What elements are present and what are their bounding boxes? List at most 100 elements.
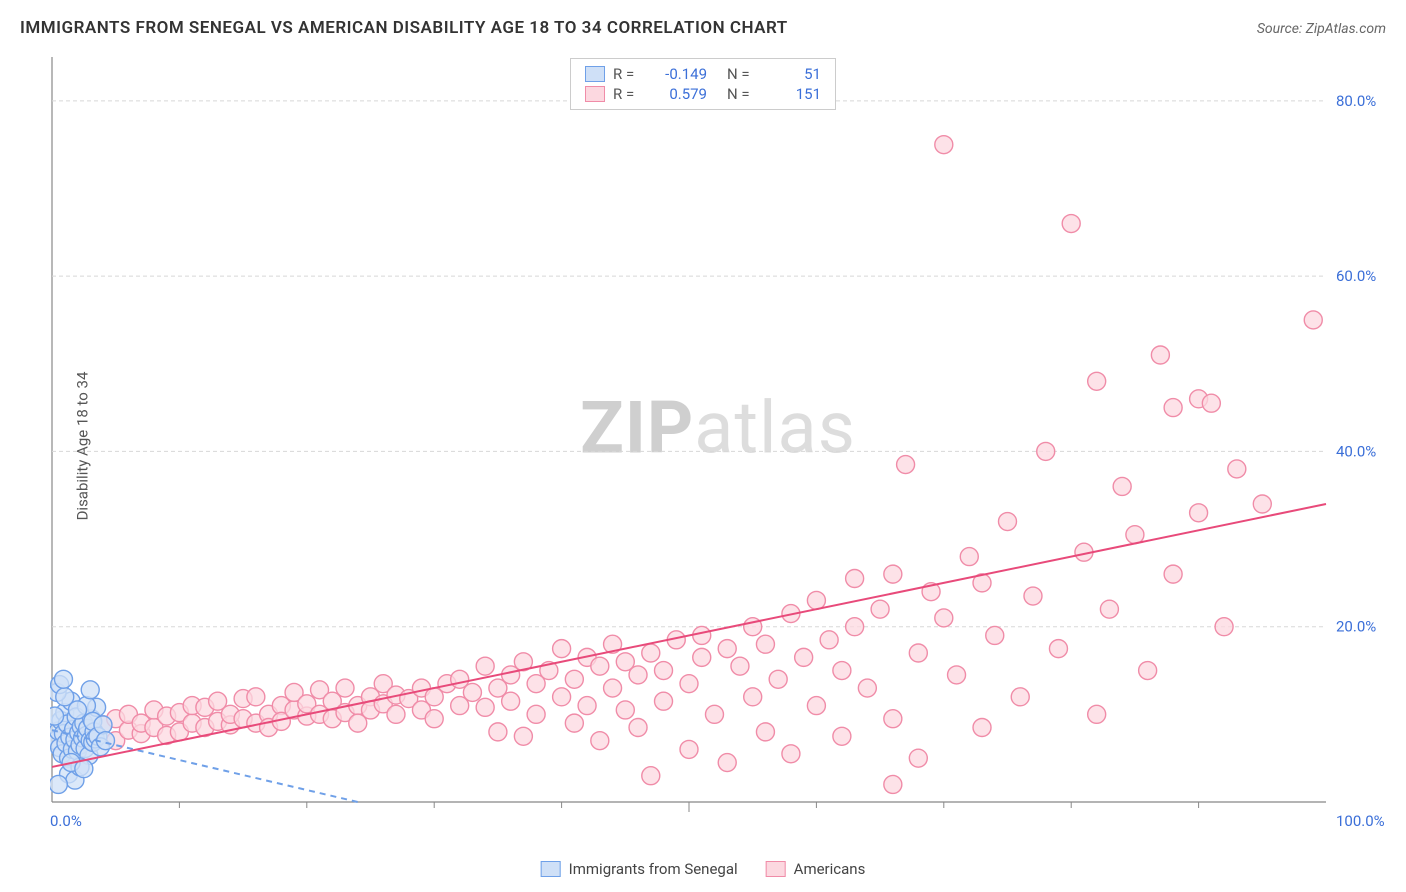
- stat-n-value: 151: [765, 85, 821, 103]
- data-point: [1024, 587, 1042, 605]
- data-point: [846, 570, 864, 588]
- data-point: [1126, 526, 1144, 544]
- swatch-icon: [585, 66, 605, 82]
- data-point: [604, 679, 622, 697]
- data-point: [527, 705, 545, 723]
- data-point: [1215, 618, 1233, 636]
- scatter-plot: 20.0%40.0%60.0%80.0%0.0%100.0%: [50, 55, 1386, 832]
- data-point: [336, 679, 354, 697]
- data-point: [1088, 372, 1106, 390]
- data-point: [680, 675, 698, 693]
- data-point: [1100, 600, 1118, 618]
- data-point: [642, 644, 660, 662]
- stats-row-americans: R = 0.579 N = 151: [585, 85, 821, 103]
- origin-label: 0.0%: [50, 812, 82, 830]
- legend-item-senegal: Immigrants from Senegal: [541, 860, 738, 878]
- data-point: [1164, 565, 1182, 583]
- data-point: [655, 692, 673, 710]
- data-point: [986, 626, 1004, 644]
- swatch-icon: [541, 861, 561, 877]
- ytick-label: 60.0%: [1336, 267, 1376, 285]
- data-point: [1011, 688, 1029, 706]
- data-point: [565, 670, 583, 688]
- data-point: [1202, 394, 1220, 412]
- data-point: [833, 662, 851, 680]
- ytick-label: 20.0%: [1336, 618, 1376, 636]
- data-point: [973, 719, 991, 737]
- data-point: [514, 727, 532, 745]
- stats-row-senegal: R =-0.149N =51: [585, 65, 821, 83]
- chart-title: IMMIGRANTS FROM SENEGAL VS AMERICAN DISA…: [20, 18, 788, 38]
- data-point: [81, 681, 99, 699]
- data-point: [807, 591, 825, 609]
- data-point: [731, 657, 749, 675]
- data-point: [884, 565, 902, 583]
- data-point: [1088, 705, 1106, 723]
- data-point: [387, 705, 405, 723]
- data-point: [1190, 504, 1208, 522]
- data-point: [718, 754, 736, 772]
- data-point: [909, 749, 927, 767]
- data-point: [591, 657, 609, 675]
- data-point: [1304, 311, 1322, 329]
- data-point: [578, 697, 596, 715]
- swatch-icon: [766, 861, 786, 877]
- data-point: [795, 648, 813, 666]
- data-point: [476, 698, 494, 716]
- data-point: [247, 688, 265, 706]
- data-point: [744, 688, 762, 706]
- data-point: [565, 714, 583, 732]
- data-point: [807, 697, 825, 715]
- data-point: [756, 635, 774, 653]
- stat-r-value: -0.149: [651, 65, 707, 83]
- data-point: [629, 719, 647, 737]
- stat-n-label: N =: [727, 85, 757, 103]
- data-point: [476, 657, 494, 675]
- data-point: [68, 701, 86, 719]
- data-point: [680, 740, 698, 758]
- data-point: [705, 705, 723, 723]
- data-point: [1151, 346, 1169, 364]
- data-point: [999, 513, 1017, 531]
- data-point: [782, 745, 800, 763]
- data-point: [50, 707, 64, 725]
- plot-area: ZIPatlas 20.0%40.0%60.0%80.0%0.0%100.0%: [50, 55, 1386, 832]
- legend-label: Americans: [794, 860, 866, 878]
- data-point: [693, 626, 711, 644]
- data-point: [54, 670, 72, 688]
- data-point: [629, 666, 647, 684]
- trend-line-americans: [52, 504, 1326, 767]
- data-point: [1062, 215, 1080, 233]
- data-point: [693, 648, 711, 666]
- data-point: [897, 456, 915, 474]
- data-point: [769, 670, 787, 688]
- data-point: [858, 679, 876, 697]
- data-point: [935, 136, 953, 154]
- data-point: [884, 710, 902, 728]
- data-point: [655, 662, 673, 680]
- data-point: [1037, 442, 1055, 460]
- xmax-label: 100.0%: [1336, 812, 1385, 830]
- data-point: [884, 775, 902, 793]
- series-legend: Immigrants from Senegal Americans: [541, 860, 866, 878]
- stat-r-label: R =: [613, 85, 643, 103]
- data-point: [489, 723, 507, 741]
- data-point: [718, 640, 736, 658]
- stat-n-label: N =: [727, 65, 757, 83]
- data-point: [553, 640, 571, 658]
- data-point: [833, 727, 851, 745]
- trend-line-senegal: [52, 730, 358, 802]
- data-point: [756, 723, 774, 741]
- data-point: [502, 692, 520, 710]
- data-point: [960, 548, 978, 566]
- legend-item-americans: Americans: [766, 860, 866, 878]
- swatch-icon: [585, 86, 605, 102]
- source-label: Source: ZipAtlas.com: [1257, 21, 1386, 37]
- stat-r-label: R =: [613, 65, 643, 83]
- data-point: [820, 631, 838, 649]
- data-point: [591, 732, 609, 750]
- stat-r-value: 0.579: [651, 85, 707, 103]
- data-point: [642, 767, 660, 785]
- data-point: [871, 600, 889, 618]
- data-point: [1139, 662, 1157, 680]
